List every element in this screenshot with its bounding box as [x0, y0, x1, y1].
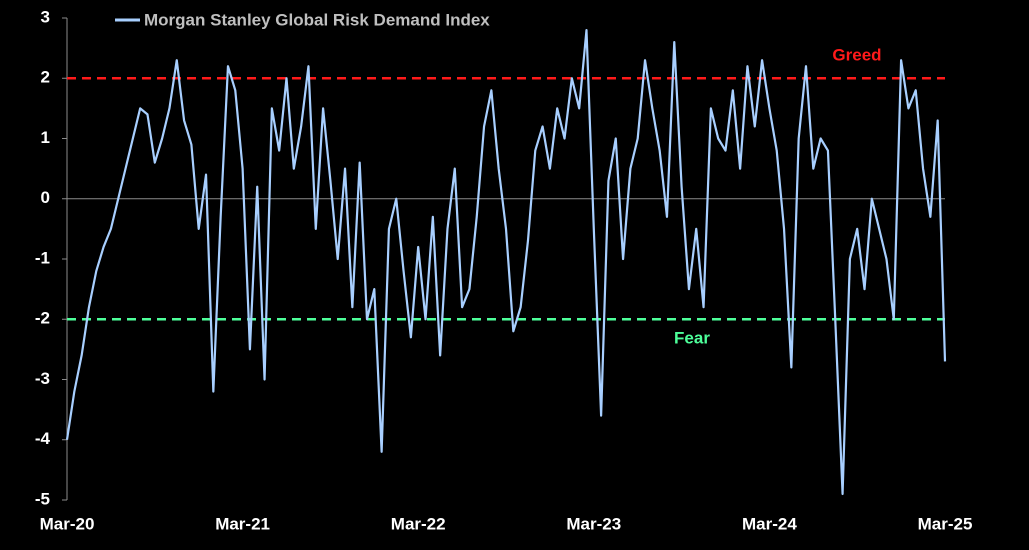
legend-label: Morgan Stanley Global Risk Demand Index	[144, 10, 490, 29]
y-tick-label: -3	[35, 369, 50, 388]
y-tick-label: -4	[35, 429, 51, 448]
reference-label: Greed	[832, 46, 881, 65]
y-tick-label: 3	[41, 7, 50, 26]
y-tick-label: -5	[35, 489, 50, 508]
x-tick-label: Mar-23	[566, 514, 621, 533]
x-tick-label: Mar-22	[391, 514, 446, 533]
x-tick-label: Mar-25	[918, 514, 973, 533]
x-tick-label: Mar-21	[215, 514, 270, 533]
data-line	[65, 28, 947, 496]
y-tick-label: -1	[35, 248, 50, 267]
y-tick-label: 1	[41, 128, 50, 147]
y-tick-label: 0	[41, 188, 50, 207]
x-tick-label: Mar-24	[742, 514, 797, 533]
x-tick-label: Mar-20	[40, 514, 95, 533]
reference-label: Fear	[674, 329, 710, 348]
y-tick-label: -2	[35, 309, 50, 328]
y-tick-label: 2	[41, 68, 50, 87]
